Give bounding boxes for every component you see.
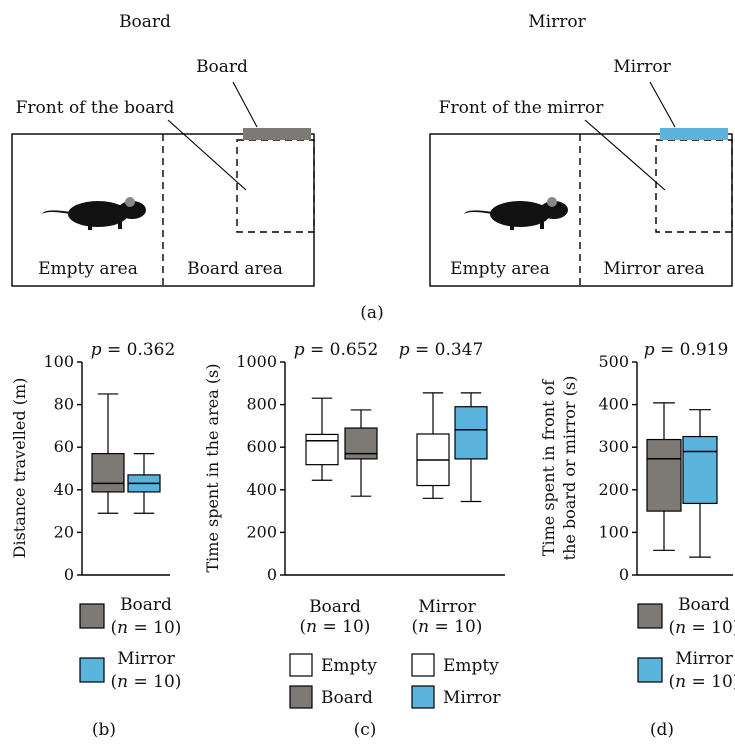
panel-b-ytick-label: 0 — [64, 565, 74, 584]
panel-c-xtick-board-n: (n = 10) — [300, 617, 371, 637]
panel-c-legend-swatch — [411, 653, 435, 677]
panel-c-chart: Time spent in the area (s) p = 0.652 p =… — [203, 340, 505, 740]
panel-d-p-value: p = 0.919 — [644, 340, 729, 360]
panel-d-ytick-label: 0 — [619, 565, 629, 584]
panel-c-legend-swatch — [289, 685, 313, 709]
panel-c-xtick-board: Board — [309, 597, 361, 617]
panel-d-board-legend-swatch — [637, 603, 663, 629]
mirror-front-zone — [655, 139, 733, 233]
mirror-empty-area-label: Empty area — [450, 259, 550, 279]
panel-c-ytick-label: 600 — [246, 437, 277, 456]
panel-b-p-value: p = 0.362 — [91, 340, 176, 360]
mirror-front-label: Front of the mirror — [439, 98, 605, 118]
board-setup-title: Board — [119, 12, 171, 32]
mirror-object-pointer — [649, 81, 676, 128]
board-area-label: Board area — [187, 259, 283, 279]
panel-d-mirror-legend-label: Mirror — [675, 649, 733, 669]
panel-b-board-legend-n: (n = 10) — [111, 618, 182, 638]
panel-b-mirror-legend-n: (n = 10) — [111, 672, 182, 692]
panel-c-legend-label: Empty — [443, 656, 499, 676]
panel-c-legend-label: Empty — [321, 656, 377, 676]
panel-b-board-legend-label: Board — [120, 595, 172, 615]
mirror-object — [660, 128, 728, 140]
panel-c-ytick-label: 400 — [246, 480, 277, 499]
panel-c-p-value-board: p = 0.652 — [294, 340, 379, 360]
panel-c-legend-label: Mirror — [443, 688, 501, 708]
panel-d-caption: (d) — [650, 720, 674, 740]
board-front-label: Front of the board — [16, 98, 175, 118]
board-setup-diagram: Board Board Front of the board Empty are… — [11, 12, 315, 287]
panel-b-mirror-legend-label: Mirror — [117, 649, 175, 669]
panel-c-ytick-label: 0 — [267, 565, 277, 584]
panel-c-legend-label: Board — [321, 688, 373, 708]
panel-d-ylabel-line2: the board or mirror (s) — [560, 376, 579, 561]
panel-d-mirror-legend-n: (n = 10) — [669, 672, 735, 692]
mouse-icon — [42, 197, 146, 230]
panel-c-legend-swatch — [411, 685, 435, 709]
board-object-pointer — [232, 81, 258, 128]
mirror-object-label: Mirror — [613, 57, 671, 77]
panel-c-ytick-label: 1000 — [236, 352, 277, 371]
panel-c-xtick-mirror-n: (n = 10) — [412, 617, 483, 637]
panel-d-board-box — [646, 438, 682, 512]
mirror-area-label: Mirror area — [603, 259, 704, 279]
panel-c-p-value-mirror: p = 0.347 — [399, 340, 484, 360]
board-object-label: Board — [196, 57, 248, 77]
board-front-pointer — [167, 119, 247, 191]
mouse-icon — [464, 197, 568, 230]
panel-c-xtick-mirror: Mirror — [418, 597, 476, 617]
panel-c-ytick-label: 200 — [246, 522, 277, 541]
panel-d-ytick-label: 500 — [598, 352, 629, 371]
panel-b-ylabel: Distance travelled (m) — [10, 378, 29, 559]
panel-b-ytick-label: 40 — [54, 480, 74, 499]
mirror-front-pointer — [584, 119, 666, 191]
panel-b-ytick-label: 80 — [54, 395, 74, 414]
panel-c-legend-swatch — [289, 653, 313, 677]
panel-c-mirror-mirror-box — [454, 406, 488, 460]
panel-b-chart: Distance travelled (m) p = 0.362 (b) 0 20… — [10, 340, 181, 740]
panel-d-chart: Time spent in front of the board or mirr… — [539, 340, 735, 740]
panel-d-ytick-label: 400 — [598, 395, 629, 414]
panel-b-ytick-label: 60 — [54, 437, 74, 456]
panel-b-mirror-legend-swatch — [79, 657, 105, 683]
panel-c-board-empty-box — [305, 433, 339, 466]
panel-d-ytick-label: 100 — [598, 522, 629, 541]
board-empty-area-label: Empty area — [38, 259, 138, 279]
panel-d-ytick-label: 200 — [598, 480, 629, 499]
mirror-setup-title: Mirror — [528, 12, 586, 32]
board-object — [243, 128, 311, 140]
panel-c-ytick-label: 800 — [246, 395, 277, 414]
panel-c-ylabel: Time spent in the area (s) — [203, 363, 222, 572]
panel-c-caption: (c) — [354, 720, 377, 740]
panel-d-mirror-legend-swatch — [637, 657, 663, 683]
mirror-setup-diagram: Mirror Mirror Front of the mirror Empty … — [429, 12, 733, 287]
panel-b-ytick-label: 100 — [43, 352, 74, 371]
panel-d-mirror-box — [682, 435, 718, 505]
panel-b-ytick-label: 20 — [54, 522, 74, 541]
panel-d-board-legend-n: (n = 10) — [669, 618, 735, 638]
panel-d-ylabel-line1: Time spent in front of — [539, 379, 558, 556]
board-front-zone — [236, 139, 315, 233]
panel-b-board-box — [91, 452, 125, 493]
panel-a-caption: (a) — [360, 303, 383, 323]
panel-d-board-legend-label: Board — [678, 595, 730, 615]
panel-d-ytick-label: 300 — [598, 437, 629, 456]
panel-b-caption: (b) — [92, 720, 116, 740]
panel-b-board-legend-swatch — [79, 603, 105, 629]
